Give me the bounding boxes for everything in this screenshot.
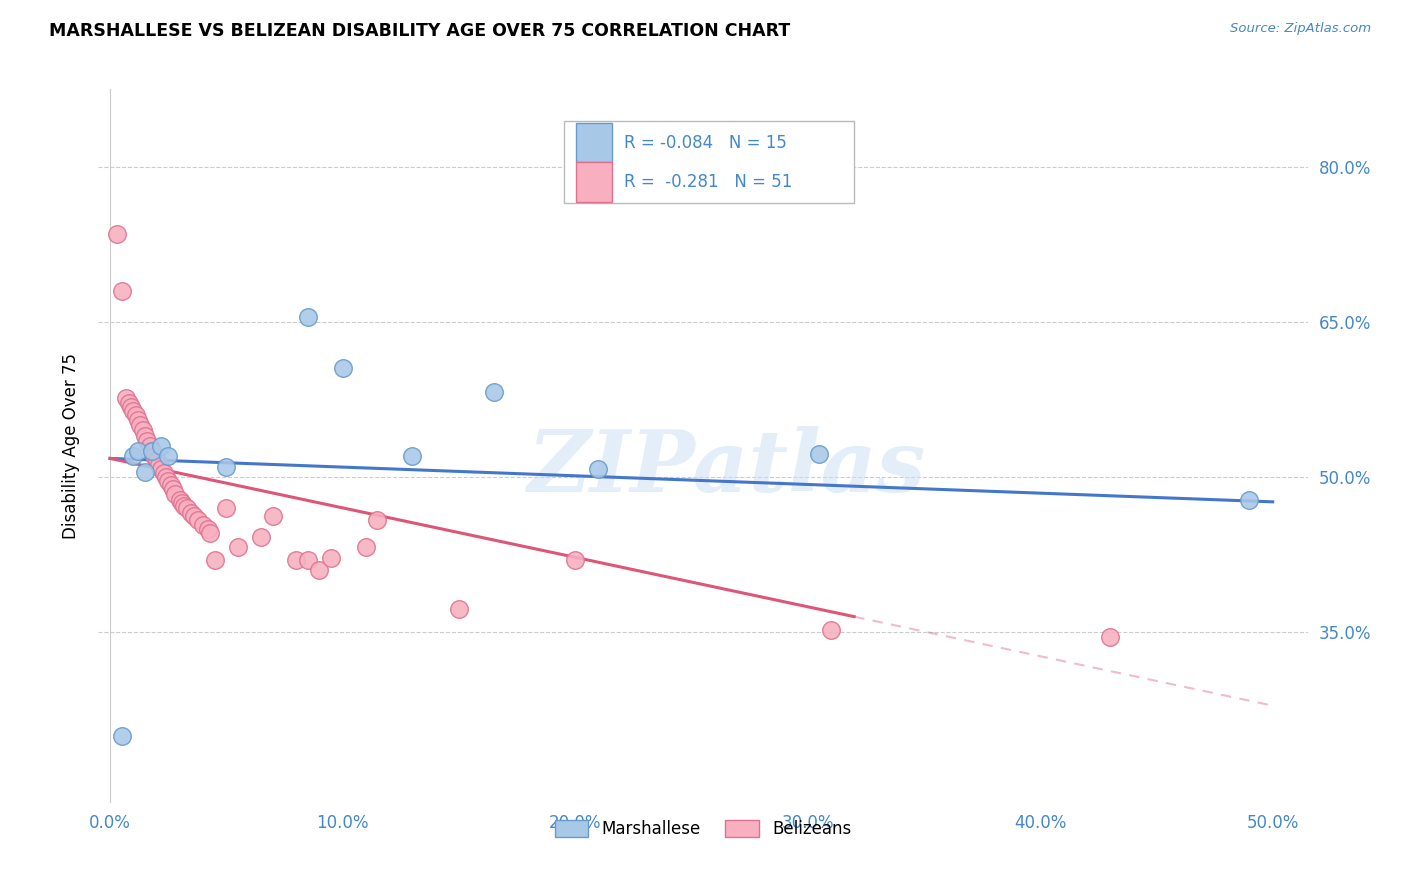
Point — [366, 513, 388, 527]
Point — [111, 729, 134, 743]
Point — [198, 525, 221, 540]
Point — [1098, 630, 1121, 644]
Text: ZIPatlas: ZIPatlas — [529, 425, 927, 509]
Point — [191, 517, 214, 532]
Point — [157, 474, 180, 488]
Point — [319, 550, 342, 565]
Point — [215, 459, 238, 474]
Point — [165, 486, 187, 500]
Text: MARSHALLESE VS BELIZEAN DISABILITY AGE OVER 75 CORRELATION CHART: MARSHALLESE VS BELIZEAN DISABILITY AGE O… — [49, 22, 790, 40]
Point — [143, 450, 166, 464]
Point — [120, 400, 142, 414]
Point — [141, 444, 163, 458]
Point — [150, 462, 173, 476]
Point — [447, 602, 470, 616]
Point — [162, 483, 184, 497]
FancyBboxPatch shape — [564, 121, 855, 203]
Point — [262, 509, 284, 524]
Text: R =  -0.281   N = 51: R = -0.281 N = 51 — [624, 173, 793, 191]
Point — [148, 458, 170, 472]
Point — [226, 541, 249, 555]
Legend: Marshallese, Belizeans: Marshallese, Belizeans — [548, 813, 858, 845]
Point — [332, 361, 354, 376]
Point — [820, 623, 842, 637]
Point — [152, 466, 174, 480]
Point — [401, 450, 423, 464]
Point — [308, 563, 330, 577]
FancyBboxPatch shape — [576, 123, 613, 162]
Point — [808, 447, 831, 461]
Point — [122, 404, 145, 418]
Point — [136, 434, 159, 448]
Point — [105, 227, 128, 241]
Point — [134, 428, 156, 442]
Point — [250, 530, 273, 544]
Point — [127, 413, 149, 427]
Point — [482, 385, 505, 400]
Point — [297, 310, 319, 324]
Point — [215, 501, 238, 516]
Point — [159, 478, 181, 492]
Point — [180, 506, 202, 520]
Point — [588, 462, 610, 476]
FancyBboxPatch shape — [576, 162, 613, 202]
Point — [134, 465, 156, 479]
Text: R = -0.084   N = 15: R = -0.084 N = 15 — [624, 134, 787, 152]
Point — [197, 522, 219, 536]
Point — [173, 499, 195, 513]
Point — [187, 513, 209, 527]
Point — [564, 553, 586, 567]
Point — [155, 470, 177, 484]
Point — [183, 509, 205, 524]
Point — [122, 450, 145, 464]
Point — [127, 444, 149, 458]
Point — [131, 424, 153, 438]
Point — [169, 492, 191, 507]
Y-axis label: Disability Age Over 75: Disability Age Over 75 — [62, 353, 80, 539]
Point — [129, 418, 152, 433]
Point — [354, 541, 377, 555]
Point — [124, 408, 146, 422]
Point — [145, 453, 167, 467]
Point — [111, 284, 134, 298]
Point — [118, 395, 141, 409]
Point — [1239, 492, 1261, 507]
Point — [176, 501, 198, 516]
Point — [157, 450, 180, 464]
Point — [115, 392, 138, 406]
Point — [172, 496, 194, 510]
Point — [285, 553, 308, 567]
Point — [141, 444, 163, 458]
Point — [297, 553, 319, 567]
Point — [138, 439, 160, 453]
Text: Source: ZipAtlas.com: Source: ZipAtlas.com — [1230, 22, 1371, 36]
Point — [204, 553, 226, 567]
Point — [150, 439, 173, 453]
